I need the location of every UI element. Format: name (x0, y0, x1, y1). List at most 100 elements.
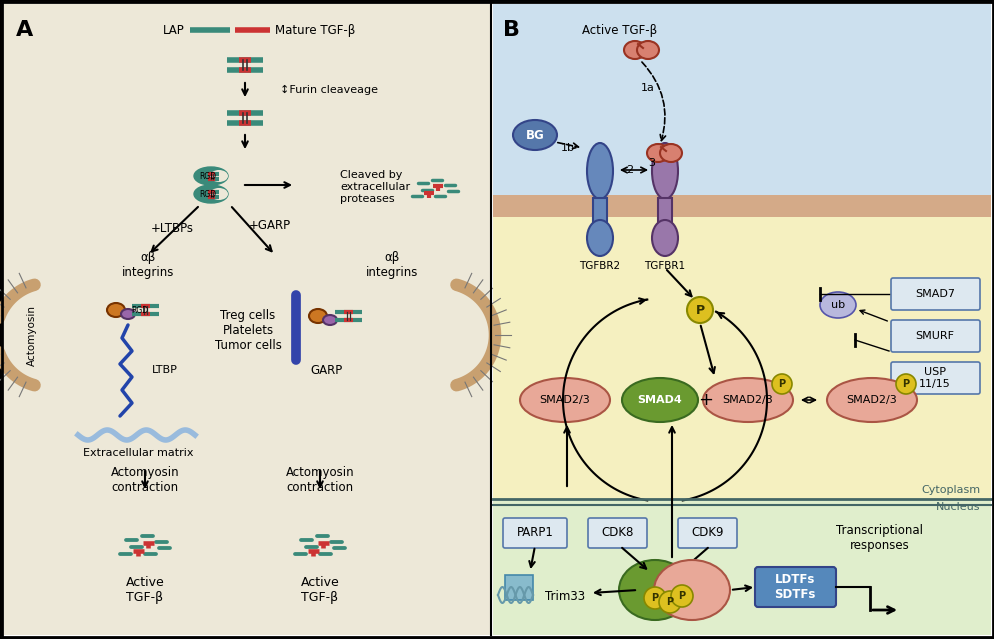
Text: SMAD2/3: SMAD2/3 (722, 395, 772, 405)
Bar (657, 198, 671, 226)
Text: SMAD7: SMAD7 (914, 289, 954, 299)
Text: αβ
integrins: αβ integrins (121, 251, 174, 279)
FancyBboxPatch shape (890, 320, 979, 352)
FancyBboxPatch shape (587, 518, 646, 548)
Text: Active TGF-β: Active TGF-β (581, 24, 657, 36)
Ellipse shape (819, 292, 855, 318)
Ellipse shape (513, 120, 557, 150)
Text: B: B (503, 20, 520, 40)
Text: Active
TGF-β: Active TGF-β (300, 576, 339, 604)
Text: ↕Furin cleaveage: ↕Furin cleaveage (279, 85, 378, 95)
Text: P: P (777, 379, 785, 389)
Text: Actomyosin: Actomyosin (27, 305, 37, 366)
Text: P: P (695, 304, 704, 316)
Text: TGFBR2: TGFBR2 (579, 261, 620, 271)
Ellipse shape (210, 188, 228, 200)
Text: RGD: RGD (131, 305, 148, 314)
Ellipse shape (210, 170, 228, 182)
Text: BG: BG (525, 128, 544, 141)
Bar (4, 4, 490, 635)
Text: SMAD2/3: SMAD2/3 (539, 395, 589, 405)
Ellipse shape (670, 585, 692, 607)
Ellipse shape (309, 309, 327, 323)
Ellipse shape (896, 374, 915, 394)
FancyBboxPatch shape (677, 518, 737, 548)
Ellipse shape (586, 220, 612, 256)
Text: 2: 2 (626, 165, 633, 175)
Bar (492, 4, 990, 635)
Ellipse shape (194, 167, 228, 185)
Text: +: + (698, 391, 713, 409)
Text: LDTFs
SDTFs: LDTFs SDTFs (773, 573, 815, 601)
Text: P: P (678, 591, 685, 601)
FancyBboxPatch shape (890, 278, 979, 310)
FancyBboxPatch shape (890, 362, 979, 394)
Text: +LTBPs: +LTBPs (150, 222, 193, 235)
Bar (492, 195, 990, 217)
Bar (492, 499, 990, 635)
Text: P: P (651, 593, 658, 603)
Ellipse shape (826, 378, 916, 422)
Text: proteases: proteases (340, 194, 395, 204)
Ellipse shape (651, 143, 677, 199)
Ellipse shape (194, 185, 228, 203)
Text: Transcriptional
responses: Transcriptional responses (836, 524, 922, 552)
Text: A: A (16, 20, 33, 40)
Ellipse shape (586, 143, 612, 199)
Ellipse shape (621, 378, 698, 422)
FancyBboxPatch shape (503, 518, 567, 548)
Text: Actomyosin
contraction: Actomyosin contraction (285, 466, 354, 494)
Text: LAP: LAP (163, 24, 185, 36)
Bar (505, 575, 533, 600)
Ellipse shape (636, 41, 658, 59)
Text: Mature TGF-β: Mature TGF-β (274, 24, 355, 36)
Text: CDK8: CDK8 (601, 527, 633, 539)
Text: Nucleus: Nucleus (934, 502, 979, 512)
Text: extracellular: extracellular (340, 182, 410, 192)
Text: Active
TGF-β: Active TGF-β (125, 576, 164, 604)
Bar (492, 214, 990, 499)
Text: ub: ub (830, 300, 844, 310)
Ellipse shape (646, 144, 668, 162)
Text: CDK9: CDK9 (691, 527, 724, 539)
Text: Treg cells
Platelets
Tumor cells: Treg cells Platelets Tumor cells (215, 309, 281, 351)
Text: USP
11/15: USP 11/15 (918, 367, 950, 389)
Text: SMAD2/3: SMAD2/3 (846, 395, 897, 405)
Ellipse shape (771, 374, 791, 394)
Text: Trim33: Trim33 (545, 590, 584, 603)
Ellipse shape (107, 303, 125, 317)
Text: Cleaved by: Cleaved by (340, 170, 402, 180)
Text: αβ
integrins: αβ integrins (366, 251, 417, 279)
Ellipse shape (703, 378, 792, 422)
Ellipse shape (653, 560, 730, 620)
Text: 1a: 1a (640, 83, 654, 93)
Ellipse shape (121, 309, 135, 319)
Text: Actomyosin
contraction: Actomyosin contraction (110, 466, 179, 494)
Text: 1b: 1b (561, 143, 575, 153)
Text: TGFBR1: TGFBR1 (644, 261, 685, 271)
Ellipse shape (658, 591, 680, 613)
Text: 3: 3 (648, 158, 655, 168)
Bar (592, 198, 606, 226)
Text: RGD: RGD (199, 171, 217, 180)
Text: RGD: RGD (199, 190, 217, 199)
Ellipse shape (651, 220, 677, 256)
Text: PARP1: PARP1 (516, 527, 553, 539)
Text: SMURF: SMURF (914, 331, 953, 341)
Text: P: P (666, 597, 673, 607)
Ellipse shape (323, 315, 337, 325)
Ellipse shape (686, 297, 713, 323)
Text: GARP: GARP (310, 364, 342, 376)
Ellipse shape (659, 144, 681, 162)
Ellipse shape (520, 378, 609, 422)
Text: LTBP: LTBP (152, 365, 178, 375)
Text: P: P (902, 379, 909, 389)
Ellipse shape (643, 587, 665, 609)
Text: Cytoplasm: Cytoplasm (920, 485, 979, 495)
FancyBboxPatch shape (754, 567, 835, 607)
Text: +GARP: +GARP (248, 219, 291, 231)
Ellipse shape (623, 41, 645, 59)
Text: SMAD4: SMAD4 (637, 395, 682, 405)
Ellipse shape (618, 560, 690, 620)
Bar (492, 4, 990, 214)
